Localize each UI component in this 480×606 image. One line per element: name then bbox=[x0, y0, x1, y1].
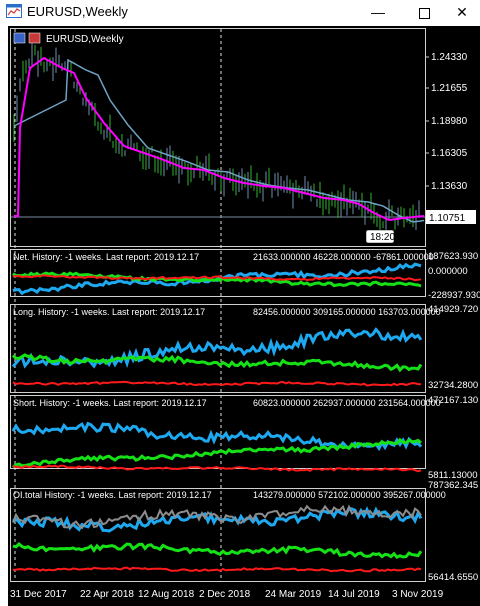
net-pane-label: Net. History: -1 weeks. Last report: 201… bbox=[13, 252, 199, 262]
trade-panel-icon[interactable] bbox=[13, 32, 26, 44]
chart-app-icon bbox=[6, 4, 22, 18]
minimize-button[interactable]: — bbox=[371, 4, 385, 20]
oi-blue-line bbox=[12, 506, 423, 533]
long-pane-frame bbox=[10, 304, 426, 393]
price-axis-label: 1.21655 bbox=[431, 83, 468, 94]
current-price-badge bbox=[426, 210, 476, 224]
long-axis-bottom: 32734.2800 bbox=[428, 380, 478, 391]
net-axis-bottom: -228937.930 bbox=[428, 290, 480, 301]
long-red-line bbox=[12, 380, 422, 387]
short-axis-bottom: 5811.13000 bbox=[428, 470, 478, 481]
close-button[interactable]: ✕ bbox=[456, 4, 468, 20]
oi-red-line bbox=[12, 566, 422, 573]
price-bars bbox=[13, 43, 420, 236]
long-pane-label: Long. History: -1 weeks. Last report: 20… bbox=[13, 307, 205, 317]
short-red-line bbox=[12, 464, 422, 473]
time-axis-label: 24 Mar 2019 bbox=[265, 589, 322, 600]
short-pane-values: 60823.000000 262937.000000 231564.000000 bbox=[253, 398, 441, 408]
net-green-line bbox=[12, 271, 422, 288]
time-axis-label: 2 Dec 2018 bbox=[199, 589, 251, 600]
net-red-line bbox=[12, 274, 422, 282]
chart-window[interactable]: EURUSD,Weekly 1.24330 1.21655 1.18980 1.… bbox=[8, 26, 480, 606]
main-pane-frame bbox=[10, 28, 426, 247]
net-axis-mid: 0.000000 bbox=[428, 266, 468, 277]
oi-green-line bbox=[12, 542, 423, 560]
net-pane-values: 21633.000000 46228.000000 -67861.000000 bbox=[253, 252, 434, 262]
short-green-line bbox=[12, 437, 422, 469]
net-pane-frame bbox=[10, 249, 426, 297]
slow-moving-average-line bbox=[13, 58, 425, 223]
oi-pane-frame bbox=[10, 488, 426, 582]
fast-moving-average-line bbox=[14, 56, 425, 221]
current-price-value: 1.10751 bbox=[429, 213, 466, 224]
long-axis-top: 414929.720 bbox=[428, 304, 478, 315]
window-title: EURUSD,Weekly bbox=[27, 4, 128, 19]
oi-axis-bottom: 56414.6550 bbox=[428, 572, 478, 583]
time-axis-label: 3 Nov 2019 bbox=[392, 589, 444, 600]
maximize-button[interactable] bbox=[406, 0, 442, 24]
oi-pane-values: 143279.000000 572102.000000 395267.00000… bbox=[253, 490, 446, 500]
price-axis-label: 1.13630 bbox=[431, 181, 468, 192]
time-axis-label: 31 Dec 2017 bbox=[10, 589, 67, 600]
crosshair-time-value: 18:20 bbox=[370, 232, 395, 243]
chart-header-icons[interactable] bbox=[13, 32, 41, 44]
price-axis-label: 1.16305 bbox=[431, 148, 468, 159]
crosshair-time-badge bbox=[365, 229, 395, 244]
oi-gray-line bbox=[12, 504, 422, 530]
window-titlebar: EURUSD,Weekly — ✕ bbox=[0, 0, 480, 24]
long-pane-values: 82456.000000 309165.000000 163703.000000 bbox=[253, 307, 441, 317]
time-axis-label: 14 Jul 2019 bbox=[328, 589, 380, 600]
short-pane-label: Short. History: -1 weeks. Last report: 2… bbox=[13, 398, 207, 408]
net-axis-top: 187623.930 bbox=[428, 251, 478, 262]
main-chart-label: EURUSD,Weekly bbox=[46, 34, 124, 45]
short-axis-top: 472167.130 bbox=[428, 395, 478, 406]
price-axis-label: 1.24330 bbox=[431, 52, 468, 63]
time-axis-label: 22 Apr 2018 bbox=[80, 589, 134, 600]
price-axis-label: 1.18980 bbox=[431, 116, 468, 127]
chart-canvas[interactable]: EURUSD,Weekly 1.24330 1.21655 1.18980 1.… bbox=[8, 26, 480, 606]
one-click-trading-icon[interactable] bbox=[28, 32, 41, 44]
time-axis-label: 12 Aug 2018 bbox=[138, 589, 195, 600]
long-green-line bbox=[11, 353, 423, 373]
oi-pane-label: OI.total History: -1 weeks. Last report:… bbox=[13, 490, 212, 500]
oi-axis-top: 787362.345 bbox=[428, 480, 478, 491]
